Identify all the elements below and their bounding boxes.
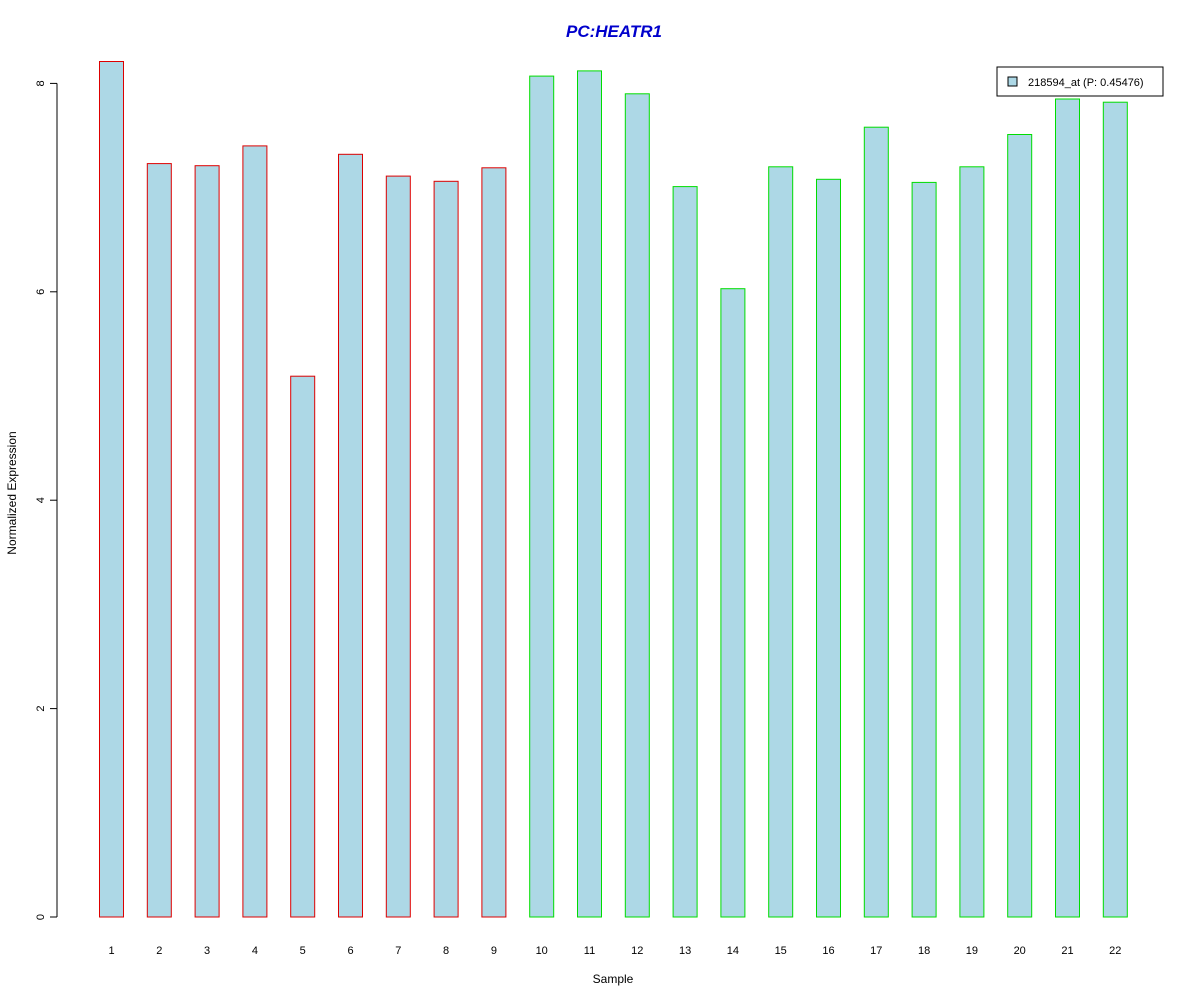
x-tick-label-14: 14	[727, 945, 739, 957]
bar-sample-16	[816, 178, 841, 918]
y-tick-label: 0	[35, 914, 47, 920]
x-tick-label-15: 15	[775, 945, 787, 957]
bar-sample-10	[529, 75, 555, 918]
x-tick-label-11: 11	[584, 945, 595, 957]
x-tick-label-4: 4	[252, 945, 258, 957]
x-tick-label-7: 7	[395, 945, 401, 957]
bar-sample-2	[146, 163, 172, 918]
y-axis: 0 2 4 6 8	[35, 80, 58, 920]
y-axis-label: Normalized Expression	[5, 431, 19, 554]
y-tick-label: 6	[35, 289, 47, 295]
bar-sample-1	[99, 61, 124, 918]
bar-sample-21	[1055, 98, 1080, 918]
y-tick-label: 4	[35, 497, 47, 503]
x-tick-label-8: 8	[443, 945, 449, 957]
bar-sample-15	[768, 166, 794, 918]
x-tick-label-10: 10	[536, 945, 548, 957]
legend-label: 218594_at (P: 0.45476)	[1028, 77, 1144, 89]
x-tick-label-18: 18	[918, 945, 930, 957]
legend-swatch	[1007, 76, 1018, 87]
x-tick-label-19: 19	[966, 945, 978, 957]
x-axis-tick-labels: 1 2 3 4 5 6 7 8 9 10 11 12 13 14 15 16 17 18 19 20 21 22	[108, 945, 1121, 957]
bar-sample-18	[911, 181, 937, 918]
x-tick-label-5: 5	[300, 945, 306, 957]
x-axis-label: Sample	[593, 972, 634, 986]
y-tick-label: 8	[35, 80, 47, 86]
bar-sample-13	[672, 186, 698, 918]
bar-sample-3	[194, 165, 220, 918]
x-tick-label-17: 17	[870, 945, 882, 957]
x-tick-label-12: 12	[631, 945, 643, 957]
x-tick-label-6: 6	[347, 945, 353, 957]
x-tick-label-20: 20	[1014, 945, 1026, 957]
bars	[99, 61, 1128, 918]
x-tick-label-3: 3	[204, 945, 210, 957]
bar-sample-20	[1007, 134, 1033, 918]
bar-sample-12	[624, 93, 650, 918]
bar-sample-17	[863, 126, 889, 918]
x-tick-label-1: 1	[108, 945, 114, 957]
bar-sample-5	[290, 375, 316, 918]
bar-sample-9	[481, 167, 507, 918]
bar-sample-7	[385, 175, 411, 918]
bar-sample-8	[433, 180, 459, 918]
x-tick-label-13: 13	[679, 945, 691, 957]
bar-sample-14	[720, 288, 746, 918]
y-tick-label: 2	[35, 706, 47, 712]
bar-sample-11	[577, 70, 602, 918]
x-tick-label-22: 22	[1109, 945, 1121, 957]
bar-sample-6	[338, 153, 363, 918]
x-tick-label-21: 21	[1061, 945, 1073, 957]
chart-title: PC:HEATR1	[566, 22, 662, 41]
x-tick-label-9: 9	[491, 945, 497, 957]
legend-box	[996, 66, 1164, 97]
x-tick-label-16: 16	[822, 945, 834, 957]
legend: 218594_at (P: 0.45476)	[996, 66, 1164, 97]
bar-sample-22	[1102, 101, 1128, 918]
bar-sample-4	[242, 145, 268, 918]
x-tick-label-2: 2	[156, 945, 162, 957]
bar-sample-19	[959, 166, 985, 918]
